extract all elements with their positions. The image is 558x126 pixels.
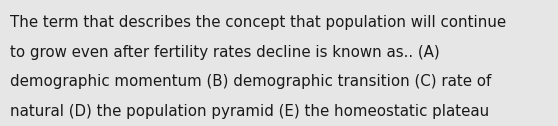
Text: demographic momentum (B) demographic transition (C) rate of: demographic momentum (B) demographic tra…: [10, 74, 492, 89]
Text: The term that describes the concept that population will continue: The term that describes the concept that…: [10, 15, 506, 30]
Text: natural (D) the population pyramid (E) the homeostatic plateau: natural (D) the population pyramid (E) t…: [10, 104, 489, 119]
Text: to grow even after fertility rates decline is known as.. (A): to grow even after fertility rates decli…: [10, 45, 440, 60]
